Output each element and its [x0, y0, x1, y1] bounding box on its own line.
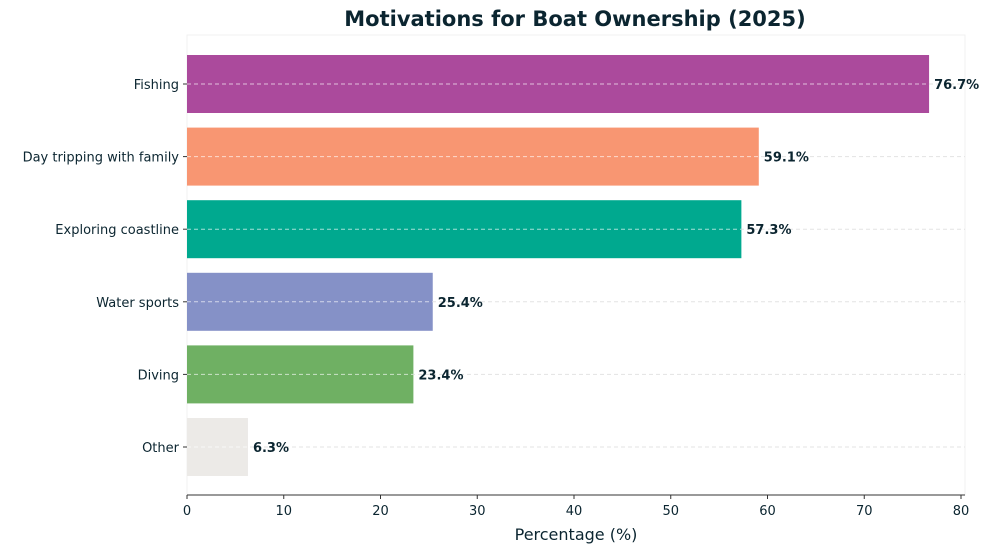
category-label: Water sports	[96, 296, 179, 311]
bars	[187, 55, 930, 476]
chart-title: Motivations for Boat Ownership (2025)	[344, 7, 805, 31]
x-tick-label: 20	[372, 504, 389, 519]
value-labels: 76.7% 59.1% 57.3% 25.4% 23.4% 6.3%	[253, 78, 979, 456]
category-label: Other	[142, 441, 180, 456]
value-label: 25.4%	[438, 296, 483, 311]
category-label: Fishing	[134, 78, 179, 93]
category-labels: Fishing Day tripping with family Exploring…	[23, 78, 187, 456]
value-label: 6.3%	[253, 441, 289, 456]
value-label: 23.4%	[418, 368, 463, 383]
x-tick-label: 30	[469, 504, 486, 519]
category-label: Day tripping with family	[23, 151, 180, 166]
category-label: Diving	[138, 368, 179, 383]
x-tick-label: 70	[856, 504, 873, 519]
x-tick-label: 80	[953, 504, 970, 519]
x-tick-label: 10	[275, 504, 292, 519]
x-ticks: 0 10 20 30 40 50 60 70 80	[183, 495, 969, 519]
x-tick-label: 0	[183, 504, 191, 519]
x-axis-title: Percentage (%)	[515, 525, 638, 544]
x-tick-label: 50	[662, 504, 679, 519]
x-tick-label: 40	[566, 504, 583, 519]
value-label: 57.3%	[746, 223, 791, 238]
x-tick-label: 60	[759, 504, 776, 519]
category-label: Exploring coastline	[55, 223, 179, 238]
value-label: 59.1%	[764, 151, 809, 166]
value-label: 76.7%	[934, 78, 979, 93]
